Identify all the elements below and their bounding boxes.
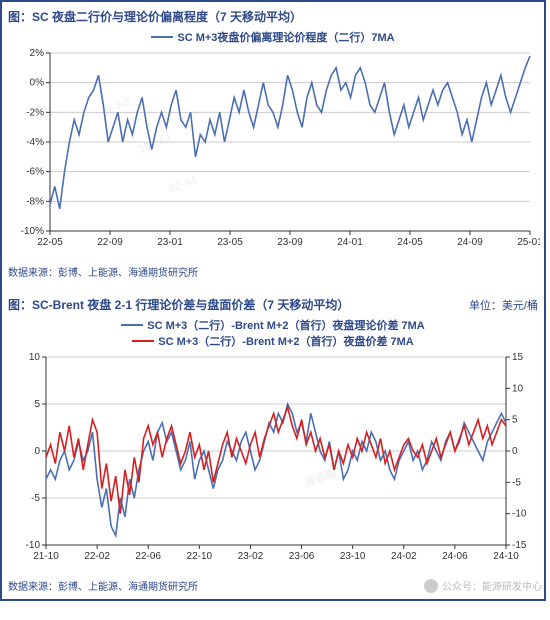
svg-text:0: 0 <box>34 446 40 457</box>
svg-text:22-06: 22-06 <box>135 551 161 562</box>
chart1-title: 图：SC 夜盘二行价与理论价偏离程度（7 天移动平均） <box>8 8 302 25</box>
svg-text:海通期: 海通期 <box>302 465 338 489</box>
svg-text:24-09: 24-09 <box>457 237 483 248</box>
chart2-block: 图：SC-Brent 夜盘 2-1 行理论价差与盘面价差（7 天移动平均） 单位… <box>2 285 544 599</box>
chart1-legend: SC M+3夜盘价偏离理论价程度（二行）7MA <box>8 29 538 47</box>
svg-text:23-05: 23-05 <box>217 237 243 248</box>
svg-text:23-09: 23-09 <box>277 237 303 248</box>
chart1-block: 图：SC 夜盘二行价与理论价偏离程度（7 天移动平均） SC M+3夜盘价偏离理… <box>2 2 544 285</box>
chart2-plot: 10海通期-10-50510-15-10-505101521-1022-0222… <box>8 351 540 571</box>
svg-text:22-05: 22-05 <box>37 237 63 248</box>
svg-text:10: 10 <box>512 383 524 394</box>
svg-text:0: 0 <box>512 446 518 457</box>
svg-text:22-10: 22-10 <box>187 551 213 562</box>
svg-text:-2%: -2% <box>26 107 44 118</box>
svg-text:24-01: 24-01 <box>337 237 363 248</box>
svg-text:-15: -15 <box>512 540 527 551</box>
svg-text:25-01: 25-01 <box>517 237 540 248</box>
footer-watermark: 公众号：能源研发中心 <box>424 578 542 593</box>
svg-text:23-01: 23-01 <box>157 237 183 248</box>
svg-text:23-06: 23-06 <box>289 551 315 562</box>
svg-text:15: 15 <box>512 352 524 363</box>
svg-text:5: 5 <box>34 399 40 410</box>
chart1-source: 数据来源：彭博、上能源、海通期货研究所 <box>8 262 538 283</box>
svg-text:-10%: -10% <box>21 226 44 237</box>
wechat-icon <box>424 579 438 593</box>
svg-text:23-10: 23-10 <box>340 551 366 562</box>
legend-label: SC M+3夜盘价偏离理论价程度（二行）7MA <box>177 29 394 45</box>
svg-text:0%: 0% <box>30 78 45 89</box>
svg-text:-4%: -4% <box>26 137 44 148</box>
legend-item: SC M+3（二行）-Brent M+2（首行）夜盘价差 7MA <box>132 333 413 349</box>
chart1-plot: F4-019.14282-A4-10%-8%-6%-4%-2%0%2%22-05… <box>8 47 540 257</box>
svg-text:-5: -5 <box>512 477 521 488</box>
svg-text:24-06: 24-06 <box>442 551 468 562</box>
legend-swatch <box>151 36 173 38</box>
svg-text:24-10: 24-10 <box>493 551 519 562</box>
svg-text:-5: -5 <box>31 493 40 504</box>
svg-text:2%: 2% <box>30 48 45 59</box>
charts-frame: 图：SC 夜盘二行价与理论价偏离程度（7 天移动平均） SC M+3夜盘价偏离理… <box>0 0 546 601</box>
legend-label: SC M+3（二行）-Brent M+2（首行）夜盘价差 7MA <box>158 333 413 349</box>
svg-text:5: 5 <box>512 415 518 426</box>
svg-text:-10: -10 <box>512 509 527 520</box>
chart2-unit: 单位：美元/桶 <box>469 297 538 313</box>
svg-text:22-02: 22-02 <box>84 551 110 562</box>
svg-text:23-02: 23-02 <box>238 551 264 562</box>
chart2-title: 图：SC-Brent 夜盘 2-1 行理论价差与盘面价差（7 天移动平均） <box>8 296 349 313</box>
svg-text:F4-0: F4-0 <box>107 97 132 116</box>
legend-label: SC M+3（二行）-Brent M+2（首行）夜盘理论价差 7MA <box>147 317 424 333</box>
svg-text:22-09: 22-09 <box>97 237 123 248</box>
chart2-legend: SC M+3（二行）-Brent M+2（首行）夜盘理论价差 7MASC M+3… <box>8 317 538 351</box>
legend-item: SC M+3夜盘价偏离理论价程度（二行）7MA <box>151 29 394 45</box>
legend-item: SC M+3（二行）-Brent M+2（首行）夜盘理论价差 7MA <box>121 317 424 333</box>
footer-watermark-text: 公众号：能源研发中心 <box>442 578 542 593</box>
svg-text:82-A4: 82-A4 <box>167 175 199 196</box>
svg-text:24-02: 24-02 <box>391 551 417 562</box>
legend-swatch <box>132 340 154 342</box>
svg-text:10: 10 <box>29 352 41 363</box>
svg-text:24-05: 24-05 <box>397 237 423 248</box>
svg-text:-8%: -8% <box>26 196 44 207</box>
legend-swatch <box>121 324 143 326</box>
svg-text:-6%: -6% <box>26 167 44 178</box>
svg-text:-10: -10 <box>26 540 41 551</box>
svg-text:21-10: 21-10 <box>33 551 59 562</box>
